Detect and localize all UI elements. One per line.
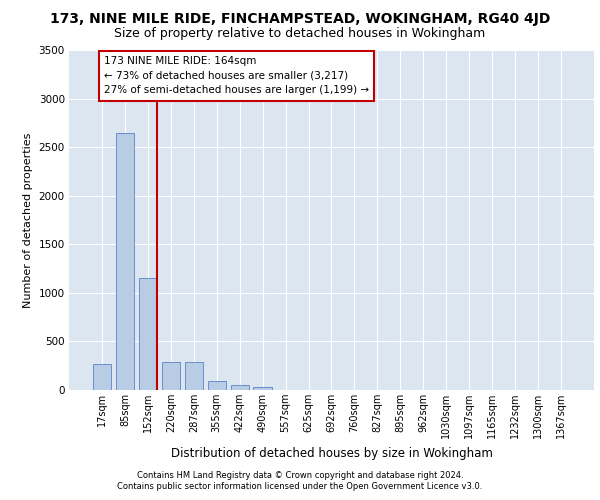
Bar: [162, 362, 180, 390]
Bar: [116, 132, 134, 390]
Bar: [253, 386, 272, 390]
Bar: [230, 384, 249, 390]
Bar: [139, 278, 157, 390]
Text: 173 NINE MILE RIDE: 164sqm
← 73% of detached houses are smaller (3,217)
27% of s: 173 NINE MILE RIDE: 164sqm ← 73% of deta…: [104, 56, 369, 96]
Text: Contains HM Land Registry data © Crown copyright and database right 2024.: Contains HM Land Registry data © Crown c…: [137, 471, 463, 480]
Bar: [185, 362, 203, 390]
X-axis label: Distribution of detached houses by size in Wokingham: Distribution of detached houses by size …: [170, 446, 493, 460]
Text: Contains public sector information licensed under the Open Government Licence v3: Contains public sector information licen…: [118, 482, 482, 491]
Text: 173, NINE MILE RIDE, FINCHAMPSTEAD, WOKINGHAM, RG40 4JD: 173, NINE MILE RIDE, FINCHAMPSTEAD, WOKI…: [50, 12, 550, 26]
Bar: [208, 382, 226, 390]
Bar: [93, 364, 111, 390]
Y-axis label: Number of detached properties: Number of detached properties: [23, 132, 33, 308]
Text: Size of property relative to detached houses in Wokingham: Size of property relative to detached ho…: [115, 28, 485, 40]
